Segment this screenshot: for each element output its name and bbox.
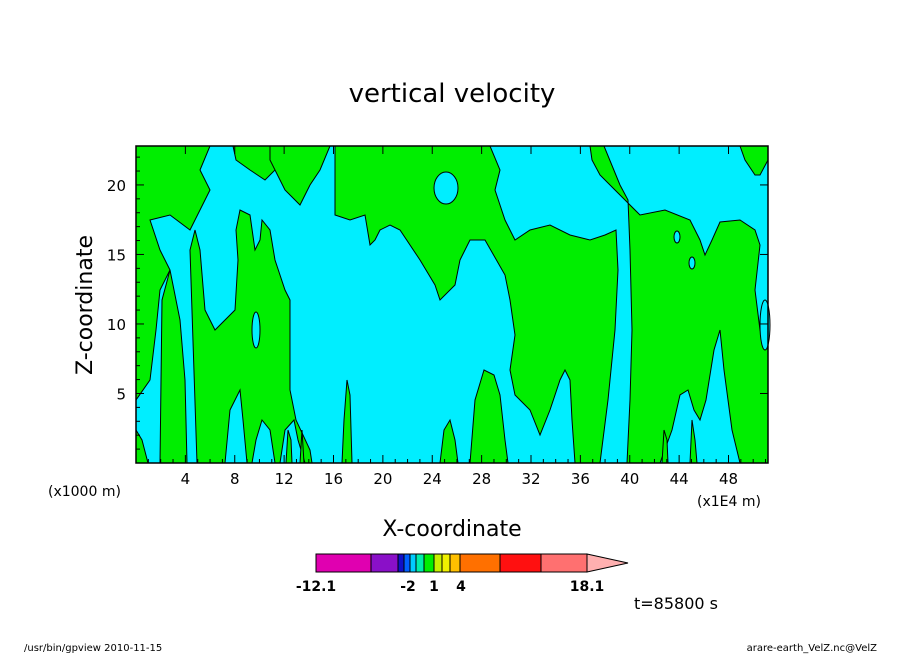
contour-island: [688, 256, 696, 270]
chart-title: vertical velocity: [349, 79, 556, 109]
colorbar-segment: [403, 553, 411, 573]
y-tick-label: 15: [107, 246, 126, 264]
x-axis-title: X-coordinate: [382, 517, 521, 542]
x-unit-left: (x1000 m): [48, 484, 121, 500]
colorbar: [315, 553, 629, 573]
time-label: t=85800 s: [634, 594, 718, 613]
contour-region: [136, 429, 149, 463]
contour-region: [739, 146, 768, 176]
x-tick-label: 8: [230, 470, 240, 488]
x-tick-label: 4: [181, 470, 191, 488]
x-tick-label: 44: [670, 470, 689, 488]
x-tick-label: 24: [423, 470, 442, 488]
colorbar-min-label: -12.1: [296, 579, 336, 595]
contour-region: [136, 146, 211, 401]
colorbar-label: -2: [400, 579, 416, 595]
footer-left: /usr/bin/gpview 2010-11-15: [24, 643, 162, 654]
plot-area: [135, 145, 771, 464]
y-tick-label: 5: [116, 385, 126, 403]
colorbar-segment: [441, 553, 451, 573]
colorbar-segment: [370, 553, 399, 573]
x-tick-label: 28: [472, 470, 491, 488]
contour-island: [251, 311, 261, 349]
x-axis: 4 8 12 16 20 24 28 32 36 40 44 48: [147, 146, 767, 488]
contour-region: [334, 146, 619, 463]
contour-region: [469, 369, 509, 463]
contour-region: [269, 146, 331, 206]
contour-region: [439, 418, 459, 463]
colorbar-max-label: 18.1: [570, 579, 605, 595]
x-tick-label: 12: [275, 470, 294, 488]
colorbar-segment: [449, 553, 461, 573]
plot-frame: [135, 145, 769, 464]
colorbar-segment: [433, 553, 443, 573]
colorbar-arrow: [586, 553, 629, 573]
x-tick-label: 32: [521, 470, 540, 488]
contour-region: [299, 429, 305, 463]
x-tick-label: 20: [373, 470, 392, 488]
colorbar-label: 4: [456, 579, 466, 595]
colorbar-segment: [397, 553, 405, 573]
colorbar-label: 1: [429, 579, 439, 595]
y-axis: 5 10 15 20: [107, 156, 768, 450]
colorbar-segment: [459, 553, 501, 573]
x-tick-label: 48: [719, 470, 738, 488]
x-tick-label: 16: [324, 470, 343, 488]
contour-region: [159, 269, 188, 463]
footer-right: arare-earth_VelZ.nc@VelZ: [747, 643, 878, 654]
contour-region: [341, 379, 353, 463]
contour-island: [433, 171, 459, 205]
y-tick-label: 20: [107, 177, 126, 195]
y-axis-title: Z-coordinate: [73, 235, 98, 375]
colorbar-segment: [540, 553, 588, 573]
contour-island: [673, 230, 681, 244]
colorbar-segment: [423, 553, 435, 573]
contour-region: [689, 419, 698, 463]
contour-region: [589, 146, 768, 463]
contour-region: [189, 209, 313, 463]
contour-region: [285, 429, 293, 463]
y-tick-label: 10: [107, 316, 126, 334]
colorbar-segment: [415, 553, 425, 573]
colorbar-segment: [499, 553, 542, 573]
x-unit-right: (x1E4 m): [697, 494, 761, 510]
x-tick-label: 40: [620, 470, 639, 488]
positive-regions: [136, 146, 768, 463]
colorbar-segment: [315, 553, 372, 573]
contour-region: [661, 429, 669, 463]
colorbar-segment: [409, 553, 417, 573]
x-tick-label: 36: [571, 470, 590, 488]
